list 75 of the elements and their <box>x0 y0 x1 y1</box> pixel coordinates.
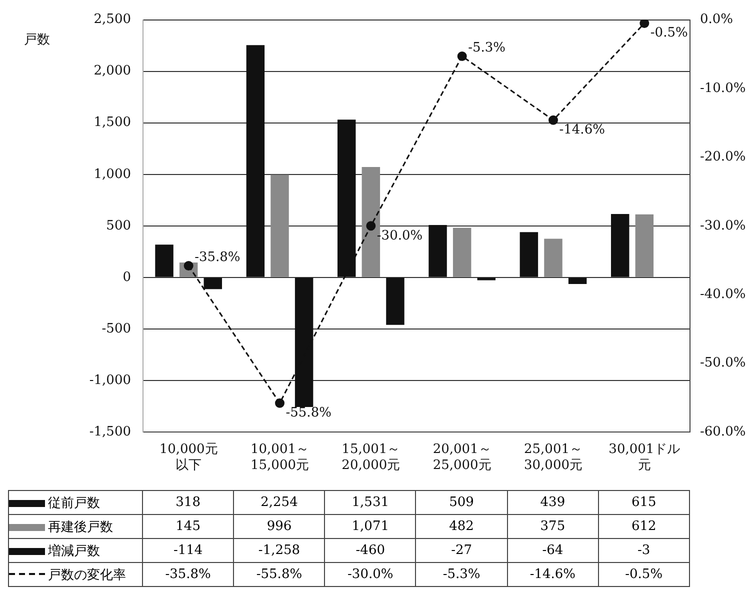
data-label: -1,258 <box>234 538 325 562</box>
data-label: 439 <box>507 490 598 514</box>
bar <box>386 278 404 325</box>
legend-label: 再建後戸数 <box>8 514 142 538</box>
y2-tick-label: -20.0% <box>700 150 746 165</box>
data-label: 145 <box>142 514 234 538</box>
y2-tick-label: -10.0% <box>700 80 746 96</box>
data-label: -3 <box>598 538 690 562</box>
point <box>366 221 376 231</box>
data-label: -460 <box>324 538 416 562</box>
bar <box>635 214 654 277</box>
point <box>457 51 467 61</box>
y-tick-label: 1,500 <box>94 115 131 130</box>
data-label: -5.3% <box>416 562 508 586</box>
data-label: 615 <box>598 490 690 514</box>
legend-label: 従前戸数 <box>8 490 142 514</box>
text: -30.0% <box>376 228 423 244</box>
bar <box>520 232 538 277</box>
legend-label: 増減戸数 <box>8 538 142 562</box>
text: -0.5% <box>650 26 688 41</box>
text: -55.8% <box>286 406 332 421</box>
legend-label: 戸数の変化率 <box>8 562 142 586</box>
bar <box>337 120 356 277</box>
point <box>548 115 558 125</box>
data-label: 482 <box>416 514 508 538</box>
data-label: -35.8% <box>142 562 234 586</box>
x-tick-label: 30,001ドル元 <box>608 442 680 473</box>
data-label: 2,254 <box>234 490 325 514</box>
y-axis-title: 戸数 <box>24 32 50 48</box>
y2-tick-label: -30.0% <box>700 218 746 234</box>
bar <box>452 228 472 277</box>
bar <box>270 174 289 277</box>
data-label: -55.8% <box>234 562 325 586</box>
data-label: 375 <box>507 514 598 538</box>
data-label: -0.5% <box>598 562 690 586</box>
x-tick-label: 10,001～15,000元 <box>250 442 309 473</box>
y-tick-label: 500 <box>106 218 131 234</box>
text: -35.8% <box>194 250 240 266</box>
data-label: -114 <box>142 538 234 562</box>
y2-tick-label: 0.0% <box>700 12 734 28</box>
y-tick-label: 2,500 <box>94 12 131 28</box>
bar <box>428 224 447 277</box>
text: -5.3% <box>468 40 506 56</box>
bar <box>610 214 630 277</box>
text: -14.6% <box>559 122 605 138</box>
bar <box>246 45 265 277</box>
point <box>640 20 650 28</box>
data-label: -14.6% <box>507 562 598 586</box>
data-label: 509 <box>416 490 508 514</box>
x-tick-label: 25,001～30,000元 <box>524 442 582 473</box>
bar <box>204 278 222 290</box>
x-tick-label: 15,001～20,000元 <box>342 442 400 473</box>
y2-tick-label: -40.0% <box>700 286 746 302</box>
y-tick-label: -1,500 <box>89 424 131 440</box>
data-label: 318 <box>142 490 234 514</box>
y-tick-label: 2,000 <box>94 64 131 79</box>
data-label: 996 <box>234 514 325 538</box>
y-tick-label: 0 <box>122 270 131 285</box>
bar <box>568 278 587 284</box>
x-tick-label: 20,001～25,000元 <box>432 442 492 473</box>
point <box>275 398 284 408</box>
y-tick-label: -500 <box>102 321 131 336</box>
y2-tick-label: -60.0% <box>700 424 746 440</box>
y-tick-label: -1,000 <box>89 372 131 388</box>
data-label: 612 <box>598 514 690 538</box>
bar <box>544 238 562 277</box>
data-label: 1,531 <box>324 490 416 514</box>
data-label: -27 <box>416 538 508 562</box>
bar <box>155 244 174 277</box>
x-tick-label: 10,000元以下 <box>159 442 218 473</box>
data-label: 1,071 <box>324 514 416 538</box>
data-label: -64 <box>507 538 598 562</box>
data-label: -30.0% <box>324 562 416 586</box>
y2-tick-label: -50.0% <box>700 356 746 371</box>
y-tick-label: 1,000 <box>94 166 131 182</box>
